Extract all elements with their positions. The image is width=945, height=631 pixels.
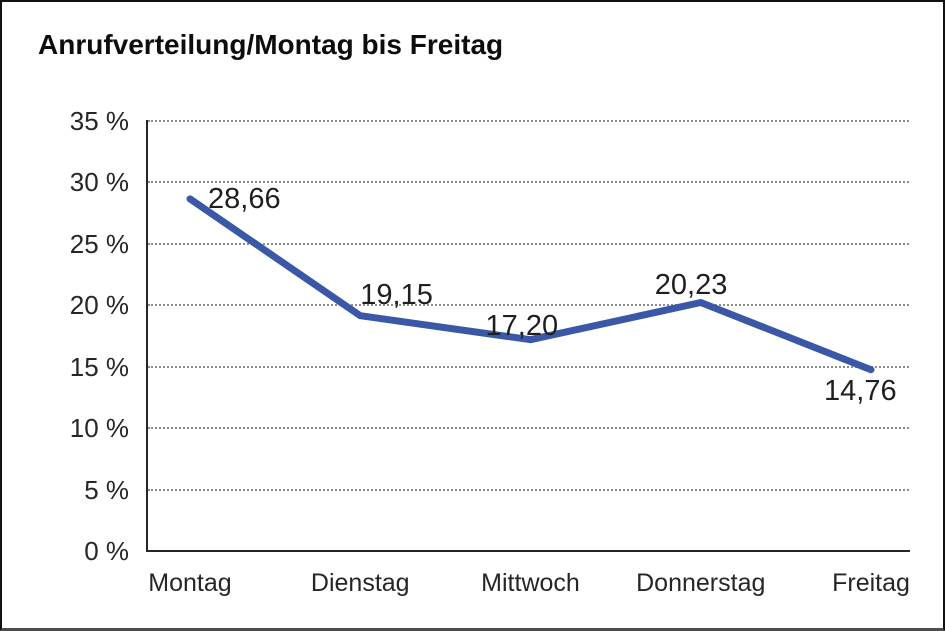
x-axis-line (146, 550, 910, 552)
y-tick-label: 25 % (69, 228, 129, 259)
y-tick-label: 5 % (84, 474, 129, 505)
gridline (148, 242, 909, 245)
gridline (148, 427, 909, 430)
x-tick-label: Mittwoch (481, 569, 580, 597)
y-axis-line (146, 120, 148, 552)
gridline (148, 304, 909, 307)
gridline (148, 488, 909, 491)
data-point-label: 20,23 (654, 269, 728, 302)
gridline (148, 365, 909, 368)
series-line (186, 195, 875, 374)
chart-title: Anrufverteilung/Montag bis Freitag (38, 29, 504, 60)
gridline (148, 120, 909, 122)
y-tick-label: 35 % (69, 106, 129, 136)
data-point-label: 28,66 (208, 182, 281, 215)
y-tick-label: 10 % (69, 413, 129, 444)
y-tick-label: 30 % (69, 167, 129, 198)
data-point-label: 17,20 (485, 309, 559, 342)
x-tick-label: Freitag (832, 569, 910, 597)
x-tick-label: Montag (148, 569, 232, 597)
x-tick-label: Donnerstag (636, 569, 766, 597)
y-tick-label: 0 % (84, 536, 129, 566)
data-point-label: 19,15 (360, 278, 433, 311)
gridline (148, 181, 909, 184)
y-tick-label: 15 % (69, 351, 129, 382)
y-tick-label: 20 % (69, 290, 129, 321)
data-point-label: 14,76 (824, 374, 897, 407)
x-tick-label: Dienstag (310, 569, 410, 597)
